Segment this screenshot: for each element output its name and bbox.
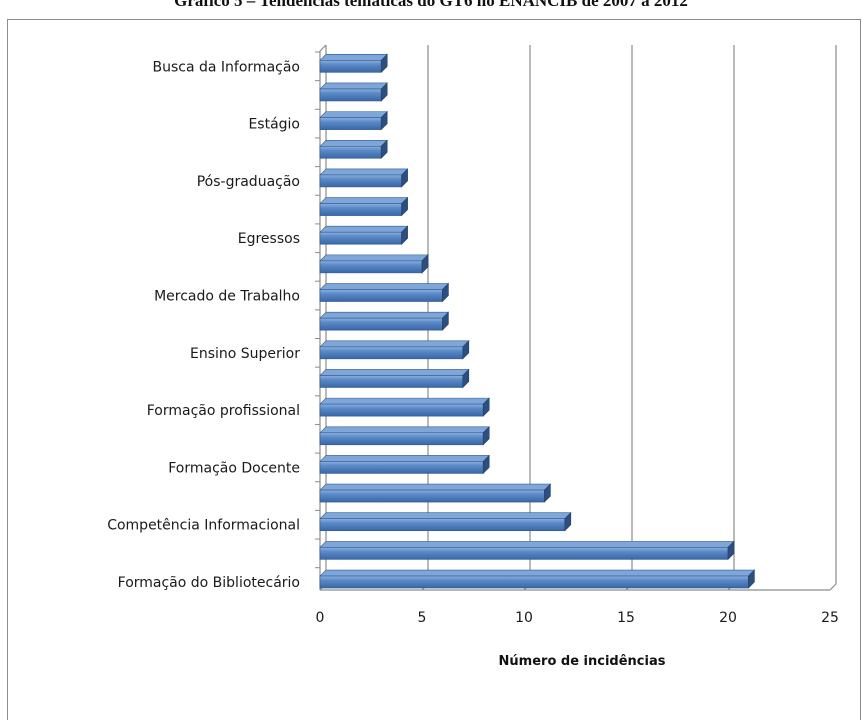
bar-front-face: [319, 60, 382, 73]
bar-top-face: [319, 254, 429, 262]
bar: [319, 454, 490, 475]
bar-front-face: [319, 117, 382, 130]
bar-end-face: [564, 512, 572, 532]
bar-end-face: [421, 254, 429, 274]
bar-top-face: [319, 82, 388, 90]
bar-front-face: [319, 547, 729, 560]
bar-end-face: [442, 311, 449, 331]
bar-front-face: [319, 403, 484, 417]
bar-end-face: [401, 168, 408, 188]
bar-end-face: [401, 225, 408, 245]
bar-top-face: [319, 111, 388, 118]
bar-front-face: [319, 375, 464, 388]
bar-top-face: [319, 397, 490, 405]
bar-front-face: [319, 518, 566, 532]
category-label: Mercado de Trabalho: [154, 289, 300, 305]
bar-top-face: [319, 340, 470, 348]
chart-frame: [7, 19, 861, 720]
bar-front-face: [319, 575, 749, 589]
category-label: Competência Informacional: [107, 518, 300, 534]
bar-front-face: [319, 260, 423, 274]
bar: [319, 569, 756, 589]
bar-front-face: [319, 489, 545, 503]
bar: [319, 254, 429, 274]
category-label: Estágio: [248, 117, 300, 133]
bar-end-face: [380, 139, 388, 159]
bar-front-face: [319, 203, 402, 216]
bar-top-face: [319, 225, 409, 233]
category-label: Busca da Informação: [153, 59, 300, 75]
category-label: Formação Docente: [168, 460, 300, 476]
category-label: Egressos: [238, 231, 300, 247]
bar: [319, 483, 552, 503]
bar-end-face: [727, 540, 735, 561]
category-label: Ensino Superior: [190, 346, 300, 362]
bar-front-face: [319, 432, 484, 446]
bar-end-face: [462, 368, 470, 389]
bar: [319, 397, 490, 417]
bar-top-face: [319, 512, 572, 520]
bar-end-face: [462, 340, 470, 360]
bar-end-face: [544, 483, 551, 503]
bar-end-face: [380, 110, 388, 131]
y-axis-top-edge: [319, 44, 327, 52]
bar-top-face: [319, 139, 388, 147]
bar-top-face: [319, 54, 388, 61]
bar: [319, 196, 409, 217]
bar-top-face: [319, 369, 470, 376]
bar-end-face: [380, 53, 388, 74]
bar: [319, 53, 388, 74]
category-label: Formação do Bibliotecário: [118, 575, 300, 591]
bar: [319, 540, 735, 561]
bar: [319, 368, 470, 389]
x-tick-label: 0: [316, 610, 325, 626]
chart-title: Gráfico 5 – Tendências temáticas do GT6 …: [174, 0, 688, 10]
bar-end-face: [401, 196, 408, 217]
bar-top-face: [319, 168, 409, 176]
bar-top-face: [319, 455, 490, 462]
bar: [319, 282, 450, 303]
bar-front-face: [319, 88, 382, 102]
bar-end-face: [380, 82, 388, 102]
bar-front-face: [319, 317, 443, 331]
bar: [319, 110, 388, 131]
bar-top-face: [319, 569, 756, 577]
category-label: Pós-graduação: [197, 174, 300, 190]
x-tick-label: 15: [617, 610, 635, 626]
bar-top-face: [319, 311, 450, 319]
bar: [319, 82, 388, 102]
x-tick-label: 10: [515, 610, 533, 626]
bar-top-face: [319, 483, 552, 491]
x-axis-title: Número de incidências: [499, 654, 666, 669]
bar: [319, 512, 572, 532]
bar-end-face: [482, 426, 490, 446]
bar-front-face: [319, 346, 464, 360]
category-label: Formação profissional: [147, 403, 300, 419]
bar-front-face: [319, 461, 484, 474]
bar-top-face: [319, 283, 450, 290]
bar-end-face: [482, 397, 490, 417]
bar: [319, 340, 470, 360]
bar: [319, 426, 490, 446]
bar-front-face: [319, 174, 402, 188]
bar-top-face: [319, 197, 409, 204]
bar-end-face: [482, 454, 490, 475]
x-tick-label: 5: [418, 610, 427, 626]
bar-end-face: [748, 569, 755, 589]
bar: [319, 225, 409, 245]
x-tick-label: 25: [821, 610, 839, 626]
floor-gridline: [829, 583, 837, 591]
bar-end-face: [442, 282, 449, 303]
bar-top-face: [319, 426, 490, 434]
bar-top-face: [319, 541, 735, 548]
bar: [319, 139, 388, 159]
bar-front-face: [319, 145, 382, 159]
bar: [319, 168, 409, 188]
bar: [319, 311, 450, 331]
x-tick-label: 20: [719, 610, 737, 626]
bar-front-face: [319, 231, 402, 245]
bar-front-face: [319, 289, 443, 302]
